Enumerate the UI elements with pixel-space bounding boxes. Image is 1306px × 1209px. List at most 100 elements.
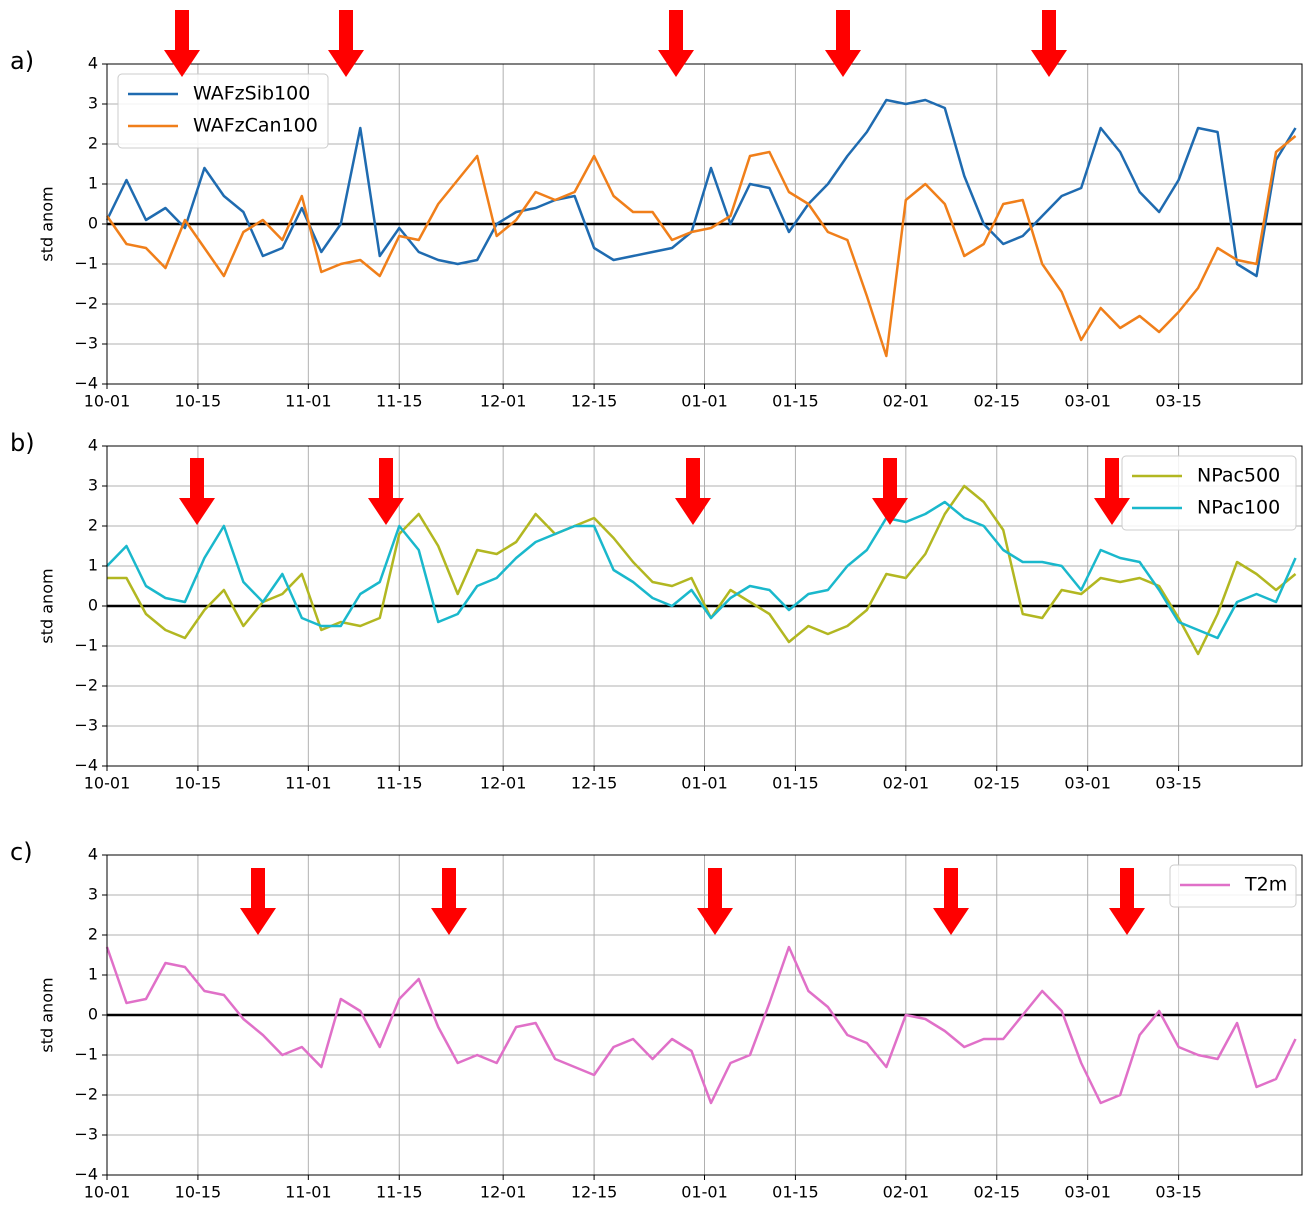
arrow-marker — [1109, 868, 1145, 935]
y-tick-label: 3 — [88, 885, 98, 904]
arrow-marker — [872, 458, 908, 525]
legend-label: WAFzSib100 — [193, 83, 310, 105]
x-tick-label: 02-01 — [883, 1183, 930, 1202]
series-line — [105, 945, 1297, 1105]
y-axis-label: std anom — [38, 186, 57, 261]
arrow-marker — [431, 868, 467, 935]
x-tick-label: 10-01 — [84, 774, 131, 793]
x-tick-label: 03-01 — [1064, 1183, 1111, 1202]
plot-frame — [106, 445, 1303, 767]
arrow-marker — [1094, 458, 1130, 525]
series-line — [107, 484, 1297, 656]
x-tick-label: 03-15 — [1155, 1183, 1202, 1202]
y-tick-label: 0 — [88, 214, 98, 233]
legend-box — [1121, 455, 1297, 531]
y-tick-label: 1 — [88, 965, 98, 984]
y-tick-label: −2 — [74, 676, 98, 695]
y-tick-label: 1 — [88, 174, 98, 193]
x-tick-label: 10-01 — [84, 1183, 131, 1202]
y-tick-label: 4 — [88, 54, 98, 73]
arrow-marker — [675, 458, 711, 525]
x-tick-label: 12-01 — [480, 1183, 527, 1202]
x-tick-label: 10-15 — [175, 392, 222, 411]
x-tick-label: 12-15 — [571, 774, 618, 793]
y-tick-label: 2 — [88, 516, 98, 535]
y-tick-label: 1 — [88, 556, 98, 575]
x-tick-label: 01-01 — [681, 1183, 728, 1202]
arrow-marker — [933, 868, 969, 935]
legend-box — [117, 73, 329, 149]
x-tick-label: 10-15 — [175, 1183, 222, 1202]
arrow-marker — [1031, 10, 1067, 77]
x-tick-label: 02-01 — [883, 392, 930, 411]
y-tick-label: −3 — [74, 716, 98, 735]
y-tick-label: 2 — [88, 134, 98, 153]
panel-label: c) — [10, 838, 33, 866]
x-tick-label: 03-15 — [1155, 392, 1202, 411]
plot-frame — [106, 854, 1303, 1176]
x-tick-label: 11-01 — [285, 774, 332, 793]
x-tick-label: 03-15 — [1155, 774, 1202, 793]
y-axis-label: std anom — [38, 977, 57, 1052]
y-tick-label: 4 — [88, 436, 98, 455]
x-tick-label: 10-01 — [84, 392, 131, 411]
y-tick-label: 3 — [88, 476, 98, 495]
x-tick-label: 11-01 — [285, 1183, 332, 1202]
x-tick-label: 01-15 — [772, 774, 819, 793]
y-tick-label: −4 — [74, 1165, 98, 1184]
panel-label: a) — [10, 47, 34, 75]
arrow-marker — [368, 458, 404, 525]
y-tick-label: −3 — [74, 1125, 98, 1144]
x-tick-label: 12-01 — [480, 774, 527, 793]
y-tick-label: −3 — [74, 334, 98, 353]
y-tick-label: 3 — [88, 94, 98, 113]
arrow-marker — [697, 868, 733, 935]
y-tick-label: 2 — [88, 925, 98, 944]
legend-label: WAFzCan100 — [193, 115, 318, 137]
arrow-marker — [658, 10, 694, 77]
x-tick-label: 12-15 — [571, 392, 618, 411]
x-tick-label: 02-15 — [974, 774, 1021, 793]
x-tick-label: 11-15 — [376, 1183, 423, 1202]
x-tick-label: 01-01 — [681, 392, 728, 411]
y-tick-label: −1 — [74, 1045, 98, 1064]
arrow-marker — [825, 10, 861, 77]
y-tick-label: −1 — [74, 254, 98, 273]
x-tick-label: 01-01 — [681, 774, 728, 793]
y-axis-label: std anom — [38, 568, 57, 643]
x-tick-label: 01-15 — [772, 1183, 819, 1202]
y-tick-label: 4 — [88, 845, 98, 864]
arrow-marker — [240, 868, 276, 935]
y-tick-label: −2 — [74, 294, 98, 313]
series-line — [105, 135, 1297, 358]
x-tick-label: 11-15 — [376, 774, 423, 793]
arrow-marker — [328, 10, 364, 77]
plot-frame — [106, 63, 1303, 385]
x-tick-label: 11-15 — [376, 392, 423, 411]
panel-label: b) — [10, 429, 35, 457]
x-tick-label: 02-01 — [883, 774, 930, 793]
legend-label: NPac100 — [1197, 497, 1280, 519]
legend-label: T2m — [1244, 874, 1287, 896]
x-tick-label: 03-01 — [1064, 774, 1111, 793]
x-tick-label: 01-15 — [772, 392, 819, 411]
arrow-marker — [164, 10, 200, 77]
y-tick-label: −4 — [74, 756, 98, 775]
x-tick-label: 11-01 — [285, 392, 332, 411]
x-tick-label: 12-15 — [571, 1183, 618, 1202]
x-tick-label: 02-15 — [974, 392, 1021, 411]
series-line — [106, 500, 1297, 640]
y-tick-label: −2 — [74, 1085, 98, 1104]
x-tick-label: 12-01 — [480, 392, 527, 411]
legend-label: NPac500 — [1197, 465, 1280, 487]
series-line — [105, 98, 1297, 278]
y-tick-label: 0 — [88, 1005, 98, 1024]
y-tick-label: 0 — [88, 596, 98, 615]
arrow-marker — [179, 458, 215, 525]
y-tick-label: −4 — [74, 374, 98, 393]
x-tick-label: 10-15 — [175, 774, 222, 793]
legend-box — [1169, 864, 1297, 908]
x-tick-label: 03-01 — [1064, 392, 1111, 411]
